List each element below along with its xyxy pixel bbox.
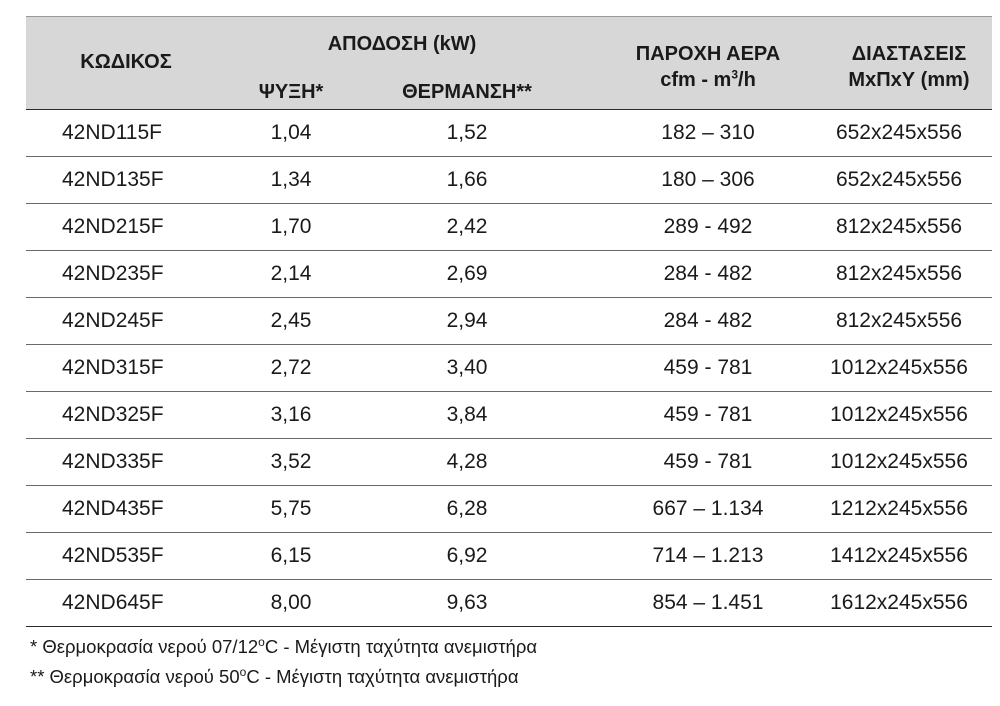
airflow-unit-part-a: cfm - m <box>660 69 732 91</box>
footnote-heating-degree: o <box>239 664 247 679</box>
header-dimensions-unit: ΜxΠxΥ (mm) <box>848 69 970 91</box>
cell-code: 42ND325F <box>62 403 164 426</box>
table-row: 42ND645F 8,00 9,63 854 – 1.451 1612x245x556 <box>26 580 992 627</box>
cell-cooling: 1,70 <box>270 215 312 238</box>
airflow-unit-superscript: 3 <box>731 67 739 82</box>
airflow-unit-part-b: /h <box>738 69 756 91</box>
specs-table: ΚΩΔΙΚΟΣ ΑΠΟΔΟΣΗ (kW) ΨΥΞΗ* ΘΕΡΜΑΝΣΗ** ΠΑ… <box>26 16 992 627</box>
cell-dimensions: 812x245x556 <box>835 262 963 285</box>
cell-dimensions: 1012x245x556 <box>830 450 968 473</box>
footnote-cooling: * Θερμοκρασία νερού 07/12oC - Μέγιστη τα… <box>30 632 537 662</box>
header-heating: ΘΕΡΜΑΝΣΗ** <box>402 81 532 103</box>
footnotes: * Θερμοκρασία νερού 07/12oC - Μέγιστη τα… <box>30 632 537 692</box>
cell-cooling: 3,16 <box>270 403 312 426</box>
cell-dimensions: 1412x245x556 <box>830 544 968 567</box>
cell-heating: 4,28 <box>446 450 488 473</box>
cell-heating: 2,69 <box>446 262 488 285</box>
cell-code: 42ND435F <box>62 497 164 520</box>
cell-airflow: 459 - 781 <box>663 403 753 426</box>
cell-cooling: 3,52 <box>270 450 312 473</box>
cell-dimensions: 652x245x556 <box>835 121 963 144</box>
cell-dimensions: 1012x245x556 <box>830 403 968 426</box>
header-dimensions-title: ΔΙΑΣΤΑΣΕΙΣ <box>851 43 967 65</box>
cell-airflow: 289 - 492 <box>663 215 753 238</box>
cell-cooling: 6,15 <box>270 544 312 567</box>
cell-airflow: 284 - 482 <box>663 262 753 285</box>
table-row: 42ND435F 5,75 6,28 667 – 1.134 1212x245x556 <box>26 486 992 533</box>
table-row: 42ND235F 2,14 2,69 284 - 482 812x245x556 <box>26 251 992 298</box>
cell-heating: 6,28 <box>446 497 488 520</box>
cell-cooling: 8,00 <box>270 591 312 614</box>
cell-code: 42ND535F <box>62 544 164 567</box>
cell-code: 42ND135F <box>62 168 164 191</box>
footnote-heating-text-b: C - Μέγιστη ταχύτητα ανεμιστήρα <box>246 666 519 687</box>
footnote-cooling-degree: o <box>258 634 265 649</box>
table-row: 42ND215F 1,70 2,42 289 - 492 812x245x556 <box>26 204 992 251</box>
header-cooling: ΨΥΞΗ* <box>258 81 324 103</box>
cell-cooling: 2,45 <box>270 309 312 332</box>
cell-code: 42ND645F <box>62 591 164 614</box>
footnote-cooling-text-a: * Θερμοκρασία νερού 07/12 <box>30 636 259 657</box>
cell-heating: 9,63 <box>446 591 488 614</box>
cell-airflow: 284 - 482 <box>663 309 753 332</box>
cell-airflow: 714 – 1.213 <box>652 544 764 567</box>
cell-dimensions: 1012x245x556 <box>830 356 968 379</box>
footnote-heating-text-a: ** Θερμοκρασία νερού 50 <box>30 666 240 687</box>
cell-airflow: 667 – 1.134 <box>652 497 764 520</box>
cell-cooling: 2,72 <box>270 356 312 379</box>
cell-heating: 1,52 <box>446 121 488 144</box>
cell-cooling: 5,75 <box>270 497 312 520</box>
cell-dimensions: 1212x245x556 <box>830 497 968 520</box>
cell-airflow: 180 – 306 <box>661 168 755 191</box>
cell-heating: 2,42 <box>446 215 488 238</box>
cell-airflow: 854 – 1.451 <box>652 591 764 614</box>
cell-code: 42ND215F <box>62 215 164 238</box>
cell-heating: 3,84 <box>446 403 488 426</box>
table-row: 42ND245F 2,45 2,94 284 - 482 812x245x556 <box>26 298 992 345</box>
cell-dimensions: 812x245x556 <box>835 215 963 238</box>
cell-cooling: 1,04 <box>270 121 312 144</box>
table-row: 42ND335F 3,52 4,28 459 - 781 1012x245x556 <box>26 439 992 486</box>
cell-code: 42ND335F <box>62 450 164 473</box>
footnote-heating: ** Θερμοκρασία νερού 50oC - Μέγιστη ταχύ… <box>30 662 537 692</box>
header-airflow-unit: cfm - m3/h <box>578 67 838 93</box>
table-row: 42ND315F 2,72 3,40 459 - 781 1012x245x556 <box>26 345 992 392</box>
cell-code: 42ND245F <box>62 309 164 332</box>
cell-airflow: 459 - 781 <box>663 356 753 379</box>
cell-code: 42ND235F <box>62 262 164 285</box>
table-row: 42ND325F 3,16 3,84 459 - 781 1012x245x556 <box>26 392 992 439</box>
cell-heating: 3,40 <box>446 356 488 379</box>
cell-cooling: 1,34 <box>270 168 312 191</box>
cell-code: 42ND115F <box>62 121 162 144</box>
cell-dimensions: 652x245x556 <box>835 168 963 191</box>
cell-dimensions: 812x245x556 <box>835 309 963 332</box>
header-performance: ΑΠΟΔΟΣΗ (kW) <box>327 33 477 55</box>
table-row: 42ND135F 1,34 1,66 180 – 306 652x245x556 <box>26 157 992 204</box>
cell-cooling: 2,14 <box>270 262 312 285</box>
table-body: 42ND115F 1,04 1,52 182 – 310 652x245x556 42ND… <box>26 110 992 627</box>
table-row: 42ND115F 1,04 1,52 182 – 310 652x245x556 <box>26 110 992 157</box>
cell-heating: 6,92 <box>446 544 488 567</box>
cell-dimensions: 1612x245x556 <box>830 591 968 614</box>
header-code: ΚΩΔΙΚΟΣ <box>80 51 172 73</box>
cell-airflow: 459 - 781 <box>663 450 753 473</box>
cell-heating: 2,94 <box>446 309 488 332</box>
header-airflow-title: ΠΑΡΟΧΗ ΑΕΡΑ <box>635 43 781 65</box>
cell-airflow: 182 – 310 <box>661 121 755 144</box>
cell-code: 42ND315F <box>62 356 164 379</box>
footnote-cooling-text-b: C - Μέγιστη ταχύτητα ανεμιστήρα <box>264 636 538 657</box>
table-header: ΚΩΔΙΚΟΣ ΑΠΟΔΟΣΗ (kW) ΨΥΞΗ* ΘΕΡΜΑΝΣΗ** ΠΑ… <box>26 16 992 110</box>
cell-heating: 1,66 <box>446 168 488 191</box>
table-row: 42ND535F 6,15 6,92 714 – 1.213 1412x245x556 <box>26 533 992 580</box>
